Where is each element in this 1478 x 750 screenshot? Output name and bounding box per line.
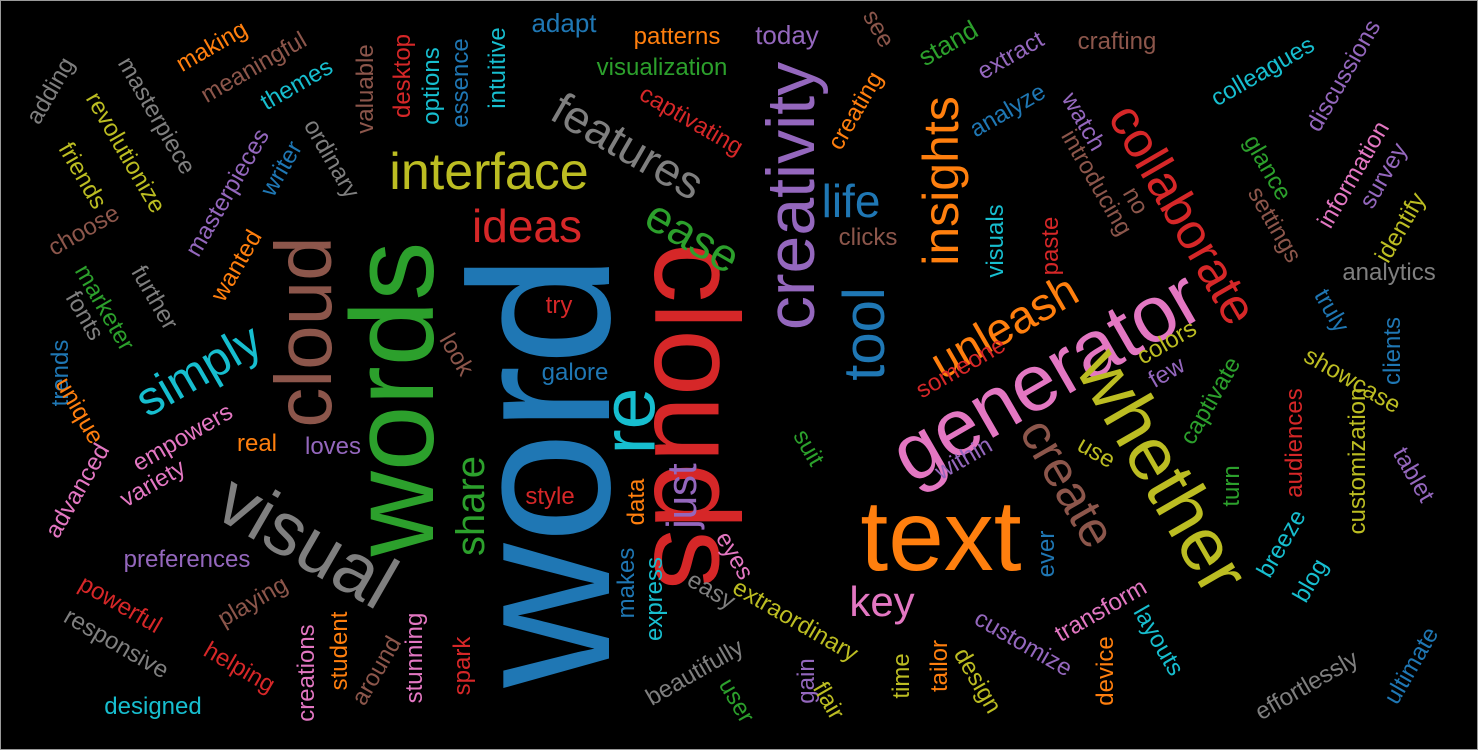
cloud-word-playing: playing [213,570,293,633]
cloud-word-effortlessly: effortlessly [1250,645,1363,726]
cloud-word-ideas: ideas [472,200,582,252]
cloud-word-creating: creating [822,67,889,155]
cloud-word-valuable: valuable [352,44,379,134]
cloud-word-analytics: analytics [1342,259,1436,286]
cloud-word-audiences: audiences [1281,388,1308,498]
cloud-word-tablet: tablet [1387,442,1440,507]
cloud-word-essence: essence [447,38,474,128]
cloud-word-simply: simply [126,313,271,428]
cloud-word-stand: stand [912,14,984,72]
cloud-word-colleagues: colleagues [1206,31,1320,112]
cloud-word-advanced: advanced [39,438,116,543]
cloud-word-data: data [623,478,650,526]
cloud-word-design: design [948,643,1007,719]
cloud-word-creativity: creativity [753,61,829,331]
cloud-word-spark: spark [449,636,476,696]
cloud-word-galore: galore [541,359,609,386]
cloud-word-options: options [418,47,445,125]
cloud-word-makes: makes [613,547,640,619]
cloud-word-blog: blog [1287,554,1334,608]
cloud-word-visuals: visuals [982,204,1009,278]
cloud-word-ever: ever [1033,530,1060,578]
cloud-word-layouts: layouts [1127,601,1190,681]
cloud-word-further: further [125,260,184,335]
cloud-word-stunning: stunning [401,612,428,704]
cloud-word-patterns: patterns [633,23,721,50]
cloud-word-preferences: preferences [123,546,251,573]
cloud-word-paste: paste [1037,216,1064,276]
cloud-word-truly: truly [1308,284,1355,338]
cloud-word-tailor: tailor [926,639,953,693]
cloud-word-tool: tool [832,287,897,381]
cloud-word-around: around [346,631,407,710]
cloud-word-share: share [449,455,493,557]
cloud-word-turn: turn [1218,465,1245,507]
cloud-word-clients: clients [1379,316,1406,386]
cloud-word-analyze: analyze [965,78,1051,143]
cloud-word-student: student [326,611,353,691]
cloud-word-insights: insights [913,96,969,266]
cloud-word-captivate: captivate [1174,352,1247,450]
cloud-word-visualization: visualization [596,54,728,81]
cloud-word-real: real [236,430,278,457]
cloud-word-intuitive: intuitive [484,27,511,109]
cloud-word-choose: choose [43,199,125,262]
cloud-word-life: life [821,175,881,227]
cloud-word-words: words [327,241,459,557]
cloud-word-extract: extract [972,25,1049,86]
cloud-word-re: re [586,387,671,455]
cloud-word-crafting: crafting [1077,28,1157,55]
cloud-word-loves: loves [304,433,362,460]
cloud-word-unique: unique [49,372,110,449]
cloud-word-interface: interface [389,143,589,201]
cloud-word-text: text [860,480,1022,592]
cloud-word-time: time [888,653,915,699]
cloud-word-try: try [545,292,573,319]
cloud-word-adding: adding [20,52,81,129]
cloud-word-adapt: adapt [531,8,597,38]
cloud-word-style: style [525,483,575,510]
cloud-word-ultimate: ultimate [1378,622,1445,709]
cloud-word-see: see [857,5,900,53]
cloud-word-today: today [755,20,819,50]
cloud-word-user: user [713,673,760,728]
cloud-word-express: express [641,556,668,642]
cloud-word-desktop: desktop [389,33,416,119]
cloud-word-clicks: clicks [838,224,898,251]
cloud-word-customization: customization [1344,387,1371,535]
cloud-word-friends: friends [52,137,113,214]
cloud-word-creations: creations [293,624,320,722]
cloud-word-key: key [849,578,915,625]
cloud-word-suit: suit [787,424,830,471]
cloud-word-cloud: cloud [259,236,348,428]
cloud-word-just: just [658,463,705,529]
cloud-word-extraordinary: extraordinary [727,573,863,668]
cloud-word-device: device [1092,636,1119,706]
cloud-word-helping: helping [198,636,280,699]
cloud-word-designed: designed [104,693,202,720]
